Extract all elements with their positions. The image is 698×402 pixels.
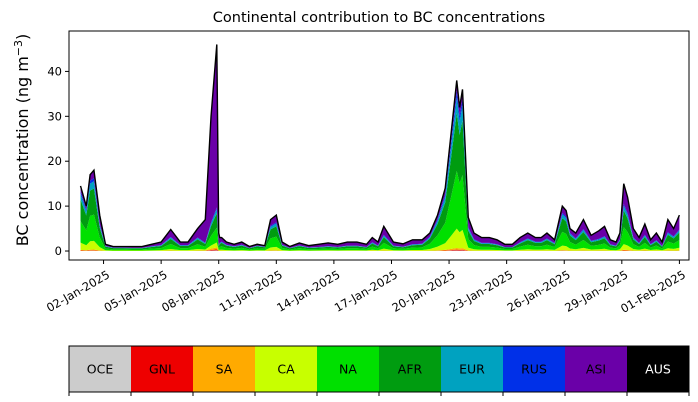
legend-label-asi: ASI: [586, 362, 606, 377]
y-tick-label: 40: [47, 64, 62, 78]
legend-swatch-rus: [503, 346, 566, 392]
legend-label-ca: CA: [277, 362, 295, 377]
legend-label-aus: AUS: [645, 362, 671, 377]
legend-swatch-eur: [441, 346, 504, 392]
x-tick-label: 17-Jan-2025: [332, 267, 400, 314]
y-tick-label: 30: [47, 109, 62, 123]
colorbar-legend: OCE GNL SA CA NA AFR EUR RUS ASI AUS: [68, 345, 690, 396]
x-tick-label: 05-Jan-2025: [102, 267, 170, 314]
plot-frame: [68, 30, 690, 261]
x-axis: 02-Jan-202505-Jan-202508-Jan-202511-Jan-…: [44, 260, 688, 316]
legend-label-gnl: GNL: [149, 362, 175, 377]
area-eur: [80, 97, 680, 249]
legend-swatch-oce: [69, 346, 132, 392]
legend-label-oce: OCE: [87, 362, 114, 377]
y-axis-label: BC concentration (ng m−3): [12, 34, 32, 247]
area-aus: [80, 44, 680, 247]
x-tick-label: 02-Jan-2025: [44, 267, 112, 314]
x-tick-label: 23-Jan-2025: [447, 267, 515, 314]
x-tick-label: 20-Jan-2025: [389, 267, 457, 314]
y-tick-label: 20: [47, 154, 62, 168]
x-tick-label: 11-Jan-2025: [217, 267, 285, 314]
chart-title: Continental contribution to BC concentra…: [213, 10, 545, 26]
y-axis-label-exponent: −3: [12, 40, 25, 56]
x-tick-label: 14-Jan-2025: [274, 267, 342, 314]
x-tick-label: 01-Feb-2025: [618, 267, 688, 315]
legend-label-eur: EUR: [459, 362, 485, 377]
legend-label-na: NA: [339, 362, 357, 377]
legend-swatch-asi: [565, 346, 628, 392]
legend-swatch-aus: [627, 346, 690, 392]
stacked-areas: [80, 44, 680, 252]
area-rus: [80, 90, 680, 248]
legend-label-sa: SA: [216, 362, 233, 377]
legend-label-rus: RUS: [521, 362, 547, 377]
legend-swatch-ca: [255, 346, 318, 392]
x-tick-label: 26-Jan-2025: [505, 267, 573, 314]
y-axis: 0 10 20 30 40: [47, 64, 69, 258]
y-axis-label-close: ): [13, 34, 32, 40]
x-tick-label: 08-Jan-2025: [159, 267, 227, 314]
legend-label-afr: AFR: [398, 362, 423, 377]
legend-swatch-na: [317, 346, 380, 392]
y-axis-label-text: BC concentration (ng m: [13, 56, 32, 246]
legend-swatch-gnl: [131, 346, 194, 392]
y-tick-label: 0: [55, 244, 62, 258]
svg-text:BC concentration (ng m−3): BC concentration (ng m−3): [12, 34, 32, 247]
y-tick-label: 10: [47, 199, 62, 213]
legend-swatch-afr: [379, 346, 442, 392]
area-asi: [80, 44, 680, 248]
total-concentration-line: [79, 44, 681, 248]
legend-swatch-sa: [193, 346, 256, 392]
